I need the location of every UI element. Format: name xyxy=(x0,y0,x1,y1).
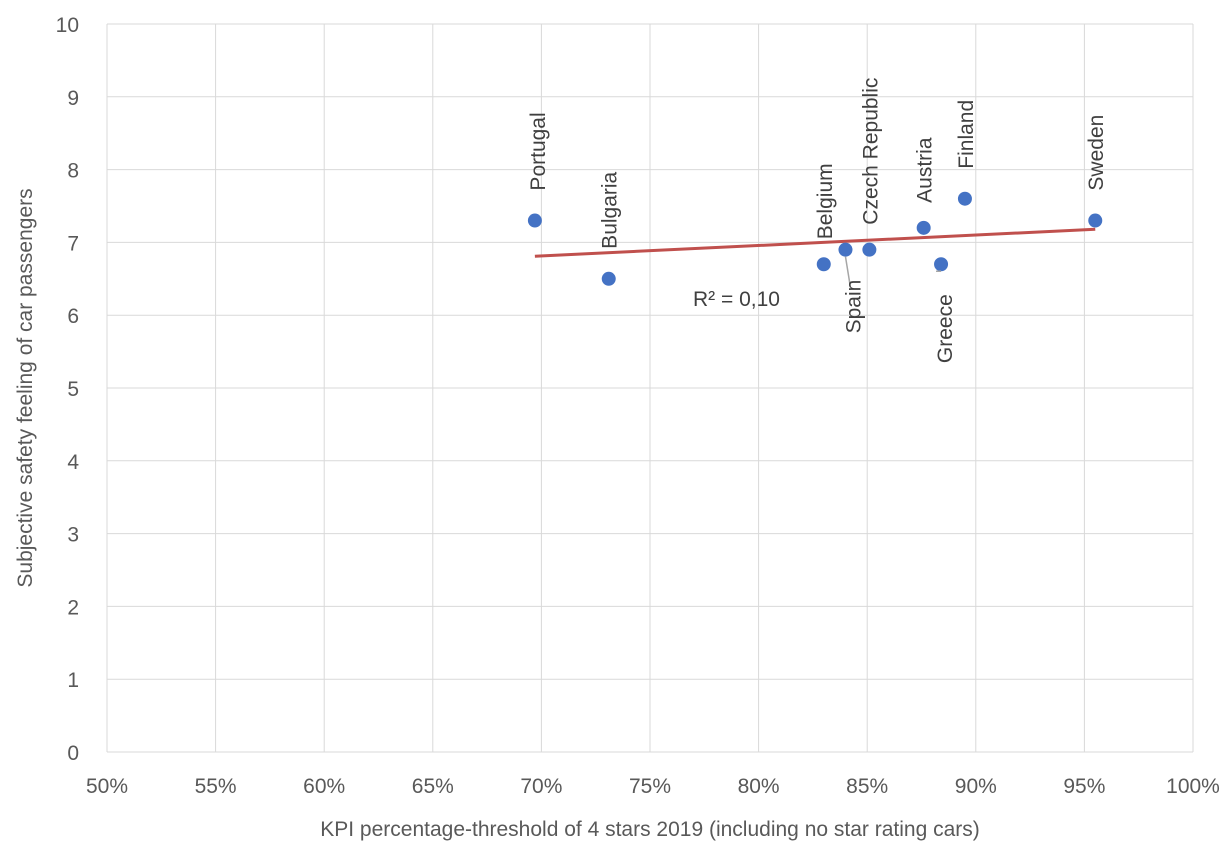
x-tick-label: 50% xyxy=(86,775,128,798)
data-point-belgium xyxy=(816,257,831,272)
x-axis-title: KPI percentage-threshold of 4 stars 2019… xyxy=(320,818,980,841)
point-label-greece: Greece xyxy=(934,294,957,363)
point-label-belgium: Belgium xyxy=(814,163,837,239)
data-point-austria xyxy=(916,220,931,235)
data-point-spain xyxy=(838,242,853,257)
x-tick-label: 70% xyxy=(520,775,562,798)
y-tick-label: 0 xyxy=(67,742,79,765)
y-tick-label: 6 xyxy=(67,305,79,328)
grid-lines xyxy=(106,23,1194,753)
data-points xyxy=(527,191,1103,286)
x-tick-label: 55% xyxy=(195,775,237,798)
x-tick-label: 100% xyxy=(1166,775,1220,798)
x-tick-label: 95% xyxy=(1063,775,1105,798)
y-tick-label: 8 xyxy=(67,160,79,183)
data-point-bulgaria xyxy=(601,271,616,286)
y-tick-label: 4 xyxy=(67,451,79,474)
data-point-greece xyxy=(934,257,949,272)
data-point-finland xyxy=(957,191,972,206)
y-tick-label: 2 xyxy=(67,596,79,619)
y-tick-label: 9 xyxy=(67,87,79,110)
x-tick-label: 65% xyxy=(412,775,454,798)
x-axis-ticks: 50% 55% 60% 65% 70% 75% 80% 85% 90% 95% 100% xyxy=(86,775,1220,798)
point-label-sweden: Sweden xyxy=(1085,115,1108,191)
point-label-bulgaria: Bulgaria xyxy=(599,171,622,248)
data-point-sweden xyxy=(1088,213,1103,228)
leader-line xyxy=(844,256,852,288)
data-point-portugal xyxy=(527,213,542,228)
y-axis-title: Subjective safety feeling of car passeng… xyxy=(14,188,37,587)
trendline-group xyxy=(534,227,1096,258)
x-tick-label: 85% xyxy=(846,775,888,798)
x-tick-label: 90% xyxy=(955,775,997,798)
y-tick-label: 5 xyxy=(67,378,79,401)
data-point-czech-republic xyxy=(862,242,877,257)
x-tick-label: 75% xyxy=(629,775,671,798)
point-label-spain: Spain xyxy=(842,280,865,334)
y-axis-ticks: 0 1 2 3 4 5 6 7 8 9 10 xyxy=(56,14,80,765)
trendline xyxy=(534,227,1096,258)
y-tick-label: 10 xyxy=(56,14,79,37)
y-tick-label: 7 xyxy=(67,232,79,255)
point-label-czech-republic: Czech Republic xyxy=(859,78,882,225)
point-labels: Portugal Bulgaria Belgium Spain Czech Republ… xyxy=(527,78,1108,364)
point-label-portugal: Portugal xyxy=(527,112,550,190)
x-tick-label: 60% xyxy=(303,775,345,798)
point-label-finland: Finland xyxy=(955,100,978,169)
y-tick-label: 1 xyxy=(67,669,79,692)
x-tick-label: 80% xyxy=(738,775,780,798)
point-label-austria: Austria xyxy=(914,137,937,203)
r-squared-label: R² = 0,10 xyxy=(693,288,780,311)
y-tick-label: 3 xyxy=(67,524,79,547)
